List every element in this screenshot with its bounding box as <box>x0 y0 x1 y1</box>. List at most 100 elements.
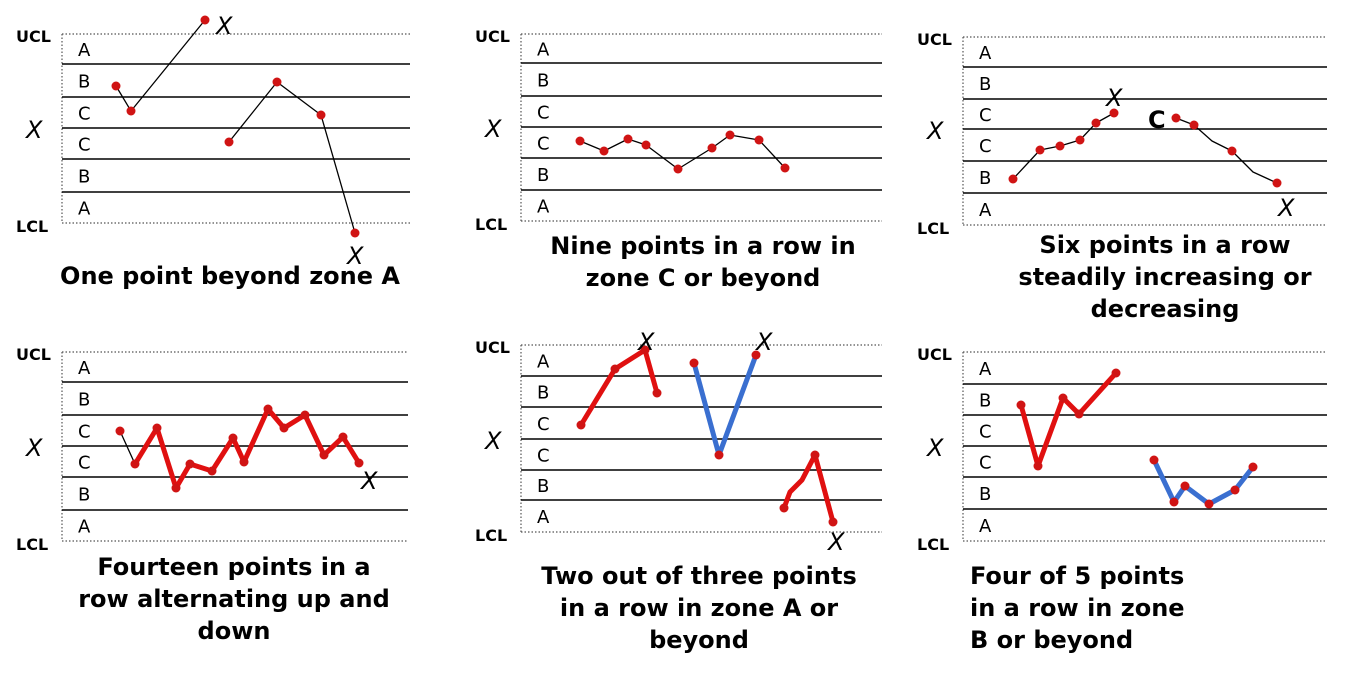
zone-label: C <box>78 104 91 125</box>
ucl-label: UCL <box>475 27 510 46</box>
zone-label: B <box>78 390 90 411</box>
data-point <box>576 420 586 430</box>
ucl-label: UCL <box>16 345 51 364</box>
data-point <box>1033 461 1043 471</box>
data-point <box>1248 462 1258 472</box>
zone-label: C <box>78 453 91 474</box>
zone-label: A <box>78 358 91 379</box>
zone-label: B <box>78 72 90 93</box>
data-point <box>111 81 121 91</box>
caption-line: One point beyond zone A <box>60 262 400 290</box>
data-point <box>300 410 310 420</box>
caption-line: Four of 5 points <box>970 562 1185 590</box>
data-point <box>207 466 217 476</box>
data-point <box>239 457 249 467</box>
zone-label: A <box>979 43 992 64</box>
data-point <box>316 110 326 120</box>
caption-line: beyond <box>649 626 749 654</box>
data-point <box>319 450 329 460</box>
series-line-red <box>132 406 362 491</box>
data-point <box>152 423 162 433</box>
lcl-label: LCL <box>16 535 48 554</box>
data-point <box>224 137 234 147</box>
zone-label: B <box>979 168 991 189</box>
data-point <box>1111 368 1121 378</box>
zone-label: A <box>78 199 91 220</box>
data-point <box>751 350 761 360</box>
zone-label: A <box>537 40 550 61</box>
chart-nine-points-zone-c: A B C C B A UCL LCL X <box>455 0 895 300</box>
zone-label: A <box>979 516 992 537</box>
data-point <box>641 140 651 150</box>
caption-four-of-five-zone-b: Four of 5 points in a row in zone B or b… <box>970 560 1330 656</box>
center-line-label: X <box>925 117 944 145</box>
series-line-red <box>781 452 836 525</box>
series-line-red <box>578 347 660 428</box>
zone-label: A <box>537 507 550 528</box>
zone-label: C <box>537 446 550 467</box>
chart-one-point-beyond-zone-a: A B C C B A UCL LCL X X X <box>0 0 440 300</box>
ucl-label: UCL <box>16 27 51 46</box>
series-line <box>579 134 786 170</box>
zone-label: C <box>979 136 992 157</box>
violation-mark: X <box>345 242 364 270</box>
chart-two-of-three-zone-a: A B C C B A UCL LCL X X X X <box>455 310 895 560</box>
center-line-label: X <box>925 434 944 462</box>
violation-mark: X <box>1276 194 1295 222</box>
lcl-label: LCL <box>917 535 949 554</box>
data-point <box>725 130 735 140</box>
data-point <box>1091 118 1101 128</box>
data-point <box>1149 455 1159 465</box>
data-point <box>1008 174 1018 184</box>
lcl-label: LCL <box>917 219 949 238</box>
zone-label: B <box>537 165 549 186</box>
chart-four-of-five-zone-b: A B C C B A UCL LCL X <box>905 310 1345 560</box>
data-point <box>1171 113 1181 123</box>
zone-label: B <box>537 476 549 497</box>
data-point <box>707 143 717 153</box>
center-line-label: X <box>24 116 43 144</box>
caption-line: Two out of three points <box>541 562 857 590</box>
series-line <box>228 81 356 234</box>
zone-label: B <box>537 383 549 404</box>
caption-line: Fourteen points in a <box>97 553 371 581</box>
zone-label: C <box>537 103 550 124</box>
data-point <box>1058 393 1068 403</box>
data-point <box>779 503 789 513</box>
lcl-label: LCL <box>475 526 507 545</box>
ucl-label: UCL <box>917 30 952 49</box>
caption-line: Nine points in a row in <box>550 232 856 260</box>
caption-six-points-trend: Six points in a row steadily increasing … <box>975 229 1355 325</box>
zone-label: A <box>537 352 550 373</box>
violation-mark: X <box>826 528 845 556</box>
data-point <box>171 483 181 493</box>
data-point <box>640 345 650 355</box>
zone-label: A <box>78 40 91 61</box>
violation-mark: X <box>636 328 655 356</box>
caption-line: down <box>197 617 271 645</box>
data-point <box>1227 146 1237 156</box>
data-point <box>828 517 838 527</box>
data-point <box>272 77 282 87</box>
violation-mark: X <box>1104 84 1123 112</box>
zone-label: B <box>979 74 991 95</box>
zone-label: C <box>537 414 550 435</box>
data-point <box>350 228 360 238</box>
caption-two-of-three-zone-a: Two out of three points in a row in zone… <box>489 560 909 656</box>
zone-label: C <box>979 105 992 126</box>
caption-line: Six points in a row <box>1039 231 1291 259</box>
zone-label: B <box>78 167 90 188</box>
lcl-label: LCL <box>16 217 48 236</box>
series-line <box>119 430 136 465</box>
data-point <box>652 388 662 398</box>
data-point <box>1189 120 1199 130</box>
data-point <box>1055 141 1065 151</box>
ucl-label: UCL <box>475 338 510 357</box>
zone-label: C <box>78 422 91 443</box>
data-point <box>1074 409 1084 419</box>
data-point <box>623 134 633 144</box>
